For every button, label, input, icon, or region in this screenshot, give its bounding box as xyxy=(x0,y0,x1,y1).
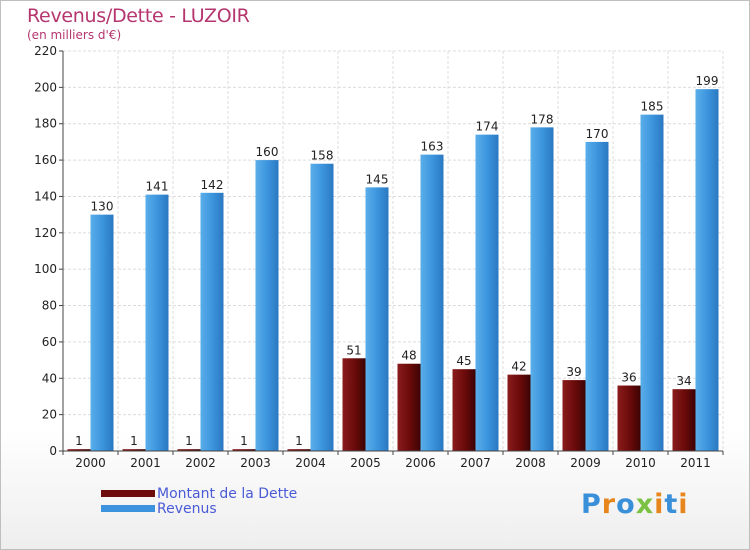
data-label-revenus: 174 xyxy=(476,120,499,134)
legend-label-revenus: Revenus xyxy=(157,501,217,517)
bar-revenus xyxy=(310,163,334,451)
bar-revenus xyxy=(695,89,719,451)
data-label-revenus: 160 xyxy=(256,145,279,159)
bar-dette xyxy=(177,449,201,451)
y-tick-label: 0 xyxy=(49,444,57,458)
y-tick-label: 220 xyxy=(34,44,57,58)
legend-label-dette: Montant de la Dette xyxy=(157,486,298,502)
data-label-revenus: 145 xyxy=(366,172,389,186)
data-label-dette: 42 xyxy=(511,360,526,374)
logo-letter: r xyxy=(601,489,617,520)
bar-dette xyxy=(452,369,476,451)
data-label-dette: 1 xyxy=(240,434,248,448)
data-label-revenus: 178 xyxy=(531,112,554,126)
proxiti-logo: Proxiti xyxy=(581,489,689,520)
x-tick-label: 2010 xyxy=(625,456,656,470)
logo-letter: P xyxy=(581,489,602,520)
data-label-revenus: 141 xyxy=(146,180,169,194)
y-tick-label: 80 xyxy=(42,299,57,313)
x-tick-label: 2004 xyxy=(295,456,326,470)
chart-title: Revenus/Dette - LUZOIR xyxy=(27,5,250,27)
data-label-dette: 51 xyxy=(346,343,361,357)
data-label-dette: 34 xyxy=(676,374,691,388)
data-label-revenus: 142 xyxy=(201,178,224,192)
y-tick-label: 180 xyxy=(34,117,57,131)
bar-dette xyxy=(232,449,256,451)
bar-dette xyxy=(342,358,366,451)
legend-swatch-revenus xyxy=(101,505,155,512)
y-tick-label: 20 xyxy=(42,408,57,422)
x-tick-label: 2009 xyxy=(570,456,601,470)
x-tick-label: 2008 xyxy=(515,456,546,470)
bar-dette xyxy=(122,449,146,451)
bar-dette xyxy=(617,385,641,451)
data-label-revenus: 158 xyxy=(311,149,334,163)
x-tick-label: 2000 xyxy=(75,456,106,470)
x-tick-label: 2003 xyxy=(240,456,271,470)
y-tick-label: 140 xyxy=(34,189,57,203)
y-tick-label: 100 xyxy=(34,262,57,276)
data-label-dette: 1 xyxy=(295,434,303,448)
bar-revenus xyxy=(200,192,224,451)
logo-letter: t xyxy=(664,489,679,520)
bar-revenus xyxy=(475,134,499,452)
y-tick-label: 60 xyxy=(42,335,57,349)
bar-revenus xyxy=(255,160,279,451)
bar-revenus xyxy=(585,141,609,451)
data-label-dette: 36 xyxy=(621,371,636,385)
y-tick-label: 120 xyxy=(34,226,57,240)
logo-letter: x xyxy=(635,489,655,520)
data-label-revenus: 185 xyxy=(641,100,664,114)
bar-revenus xyxy=(530,127,554,451)
y-tick-label: 40 xyxy=(42,371,57,385)
bar-dette xyxy=(67,449,91,451)
data-label-dette: 48 xyxy=(401,349,416,363)
bar-revenus xyxy=(640,114,664,452)
x-tick-label: 2007 xyxy=(460,456,491,470)
x-tick-label: 2005 xyxy=(350,456,381,470)
bar-dette xyxy=(507,374,531,451)
logo-letter: o xyxy=(616,489,636,520)
bar-revenus xyxy=(90,214,114,451)
legend-swatch-dette xyxy=(101,490,155,497)
bar-dette xyxy=(287,449,311,451)
bar-dette xyxy=(562,380,586,451)
x-tick-label: 2006 xyxy=(405,456,436,470)
data-label-dette: 45 xyxy=(456,354,471,368)
data-label-revenus: 170 xyxy=(586,127,609,141)
logo-letter: i xyxy=(678,489,689,520)
x-tick-label: 2002 xyxy=(185,456,216,470)
chart-subtitle: (en milliers d'€) xyxy=(27,28,122,42)
data-label-dette: 1 xyxy=(130,434,138,448)
data-label-dette: 1 xyxy=(185,434,193,448)
data-label-revenus: 199 xyxy=(696,74,719,88)
data-label-dette: 39 xyxy=(566,365,581,379)
bar-revenus xyxy=(365,187,389,451)
y-tick-label: 200 xyxy=(34,80,57,94)
data-label-revenus: 130 xyxy=(91,200,114,214)
bar-dette xyxy=(672,389,696,451)
x-tick-label: 2001 xyxy=(130,456,161,470)
x-tick-label: 2011 xyxy=(680,456,711,470)
bar-dette xyxy=(397,363,421,451)
bar-revenus xyxy=(420,154,444,452)
data-label-revenus: 163 xyxy=(421,140,444,154)
bar-revenus xyxy=(145,194,169,452)
data-label-dette: 1 xyxy=(75,434,83,448)
y-tick-label: 160 xyxy=(34,153,57,167)
logo-letter: i xyxy=(654,489,665,520)
